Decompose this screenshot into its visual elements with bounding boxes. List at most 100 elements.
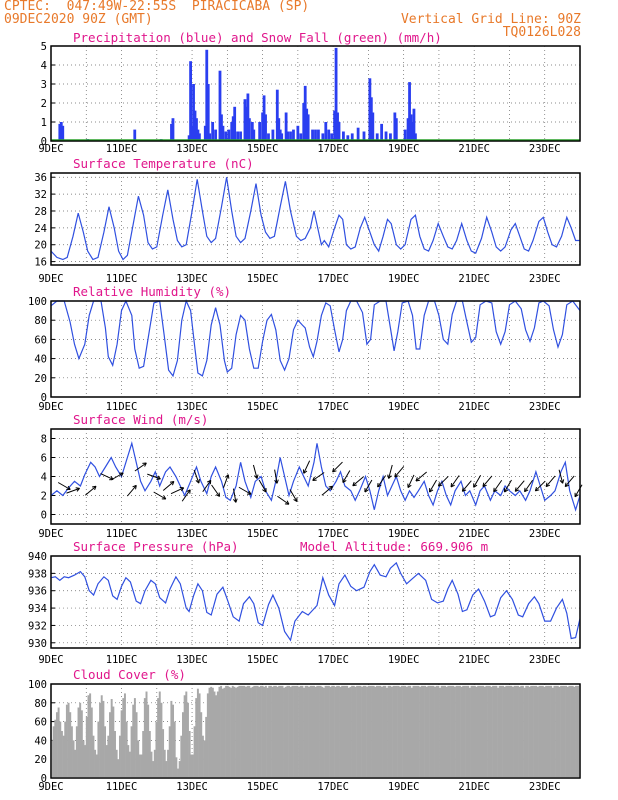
y-tick-label: 80 <box>34 315 47 327</box>
y-tick-label: 32 <box>34 189 47 201</box>
panel-title: Relative Humidity (%) <box>73 284 231 299</box>
y-tick-label: 20 <box>34 373 47 385</box>
wind-vector-head <box>262 488 267 493</box>
wind-vector-head <box>224 474 230 479</box>
cloud-bar <box>221 688 224 778</box>
wind-vector-head <box>253 474 259 479</box>
cloud-bar <box>284 686 287 778</box>
cloud-bar <box>198 693 201 778</box>
wind-vector <box>574 484 583 498</box>
cloud-bar <box>535 685 538 778</box>
cloud-bar <box>541 685 544 778</box>
x-tick-label: 19DEC <box>388 781 420 793</box>
x-tick-label: 23DEC <box>529 654 561 666</box>
cloud-bar <box>269 685 272 778</box>
cloud-bar <box>298 686 301 778</box>
cloud-bar <box>303 687 306 778</box>
cloud-bar <box>170 700 173 778</box>
precip-bar <box>203 125 207 141</box>
x-tick-label: 15DEC <box>247 528 279 540</box>
wind-vector-head <box>394 473 399 478</box>
cloud-bar <box>475 686 478 778</box>
cloud-bar <box>512 686 514 778</box>
wind-vector <box>170 487 184 495</box>
cloud-bar <box>444 685 446 778</box>
precip-bar <box>208 133 212 141</box>
cloud-bar <box>477 685 480 778</box>
cloud-bar <box>215 695 218 778</box>
precip-bar <box>336 112 339 141</box>
cloud-bar <box>518 686 521 778</box>
cloud-bar <box>143 698 146 778</box>
wind-vector <box>504 479 512 493</box>
y-tick-label: 80 <box>34 698 47 710</box>
wind-vector-head <box>450 482 455 488</box>
cloud-bar <box>152 761 155 778</box>
y-tick-label: 932 <box>28 620 47 632</box>
cloud-bar <box>69 712 72 778</box>
cloud-bar <box>142 731 145 778</box>
wind-vector-head <box>284 500 290 505</box>
cloud-bar <box>145 691 148 778</box>
precip-bar <box>239 131 242 141</box>
wind-vector <box>321 485 333 496</box>
y-tick-label: 8 <box>41 434 47 446</box>
precip-bar <box>296 125 300 141</box>
cloud-bar <box>236 686 239 778</box>
y-tick-label: 40 <box>34 354 47 366</box>
cloud-bar <box>172 704 175 778</box>
cloud-bar <box>112 706 115 778</box>
cloud-bar <box>576 685 579 778</box>
wind-vector <box>473 474 482 488</box>
cloud-bar <box>372 685 375 778</box>
cloud-bar <box>210 686 213 778</box>
x-tick-label: 9DEC <box>38 528 63 540</box>
cloud-bar <box>556 685 559 778</box>
precip-bar <box>231 116 235 141</box>
cloud-bar <box>118 735 121 778</box>
precip-bar <box>59 122 63 141</box>
cloud-bar <box>478 685 481 778</box>
cloud-bar <box>231 685 234 778</box>
cloud-bar <box>322 687 325 778</box>
precip-bar <box>356 127 360 141</box>
cloud-bar <box>70 726 73 778</box>
x-tick-label: 13DEC <box>176 528 208 540</box>
wind-vector <box>564 475 575 487</box>
cloud-bar <box>133 698 136 778</box>
precip-bar <box>211 122 215 141</box>
x-tick-label: 13DEC <box>176 781 208 793</box>
wind-vector <box>66 487 80 494</box>
x-tick-label: 15DEC <box>247 654 279 666</box>
cloud-bar <box>389 685 392 778</box>
cloud-bar <box>258 686 261 778</box>
wind-vector-head <box>524 487 529 493</box>
precip-bar <box>220 114 223 141</box>
cloud-bar <box>412 685 415 778</box>
wind-vector <box>153 491 167 500</box>
x-tick-label: 11DEC <box>106 528 138 540</box>
precip-bar <box>389 133 392 141</box>
precip-bar <box>258 122 262 141</box>
cloud-bar <box>457 685 460 778</box>
precip-bar <box>278 129 282 141</box>
cloud-bar <box>490 686 493 778</box>
cloud-bar <box>337 685 340 778</box>
precip-bar <box>192 84 195 141</box>
precip-bar <box>205 49 209 141</box>
wind-vector <box>303 460 311 474</box>
wind-vector-head <box>461 487 467 492</box>
y-tick-label: 0 <box>41 773 47 785</box>
cloud-bar <box>467 685 470 778</box>
precip-bar <box>264 114 267 141</box>
x-tick-label: 11DEC <box>106 401 138 413</box>
cloud-bar <box>427 685 430 778</box>
wind-vector-head <box>482 482 487 488</box>
cloud-bar <box>190 754 193 778</box>
precip-bar <box>262 95 266 141</box>
cloud-bar <box>339 686 342 778</box>
cloud-bar <box>409 685 412 778</box>
y-tick-label: 2 <box>41 98 47 110</box>
x-tick-label: 11DEC <box>106 273 138 285</box>
cloud-bar <box>105 745 108 778</box>
